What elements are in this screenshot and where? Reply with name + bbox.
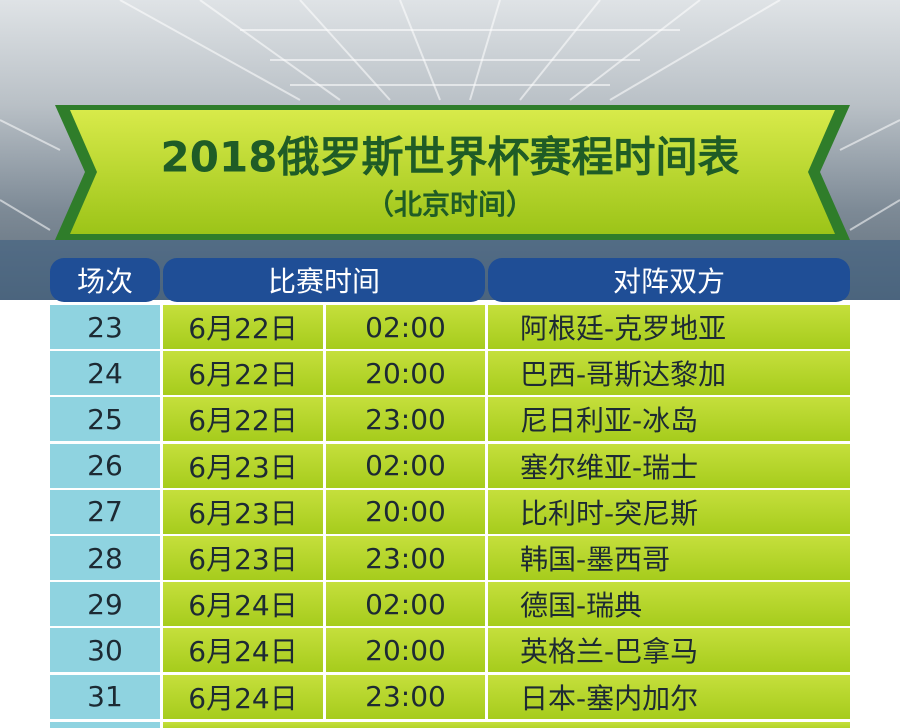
subtitle: （北京时间） (366, 188, 534, 221)
match-date: 6月24日 (163, 674, 323, 719)
match-time: 02:00 (326, 443, 485, 488)
match-time: 23:00 (326, 397, 485, 442)
partial-row (163, 722, 850, 728)
match-time: 02:00 (326, 305, 485, 349)
match-date: 6月24日 (163, 628, 323, 673)
match-date: 6月22日 (163, 397, 323, 442)
match-date: 6月22日 (163, 351, 323, 396)
match-time: 23:00 (326, 674, 485, 719)
match-date: 6月23日 (163, 443, 323, 488)
match-teams: 阿根廷-克罗地亚 (488, 305, 850, 349)
match-number: 28 (50, 536, 160, 580)
column-header: 对阵双方 (488, 258, 850, 302)
match-number: 25 (50, 397, 160, 442)
match-date: 6月24日 (163, 582, 323, 627)
match-teams: 韩国-墨西哥 (488, 536, 850, 580)
match-time: 20:00 (326, 628, 485, 673)
match-number: 23 (50, 305, 160, 349)
match-date: 6月23日 (163, 489, 323, 534)
match-number: 30 (50, 628, 160, 673)
match-teams: 英格兰-巴拿马 (488, 628, 850, 673)
partial-row (50, 722, 160, 728)
column-header: 场次 (50, 258, 160, 302)
match-time: 20:00 (326, 489, 485, 534)
match-teams: 日本-塞内加尔 (488, 674, 850, 719)
match-time: 02:00 (326, 582, 485, 627)
title-banner: 2018俄罗斯世界杯赛程时间表 （北京时间） (55, 105, 850, 240)
match-time: 20:00 (326, 351, 485, 396)
match-teams: 巴西-哥斯达黎加 (488, 351, 850, 396)
match-number: 26 (50, 443, 160, 488)
match-number: 29 (50, 582, 160, 627)
match-date: 6月22日 (163, 305, 323, 349)
match-teams: 塞尔维亚-瑞士 (488, 443, 850, 488)
match-teams: 尼日利亚-冰岛 (488, 397, 850, 442)
match-time: 23:00 (326, 536, 485, 580)
title: 2018俄罗斯世界杯赛程时间表 (161, 133, 740, 182)
match-number: 31 (50, 674, 160, 719)
match-teams: 德国-瑞典 (488, 582, 850, 627)
match-teams: 比利时-突尼斯 (488, 489, 850, 534)
match-number: 24 (50, 351, 160, 396)
match-number: 27 (50, 489, 160, 534)
match-date: 6月23日 (163, 536, 323, 580)
column-header: 比赛时间 (163, 258, 485, 302)
